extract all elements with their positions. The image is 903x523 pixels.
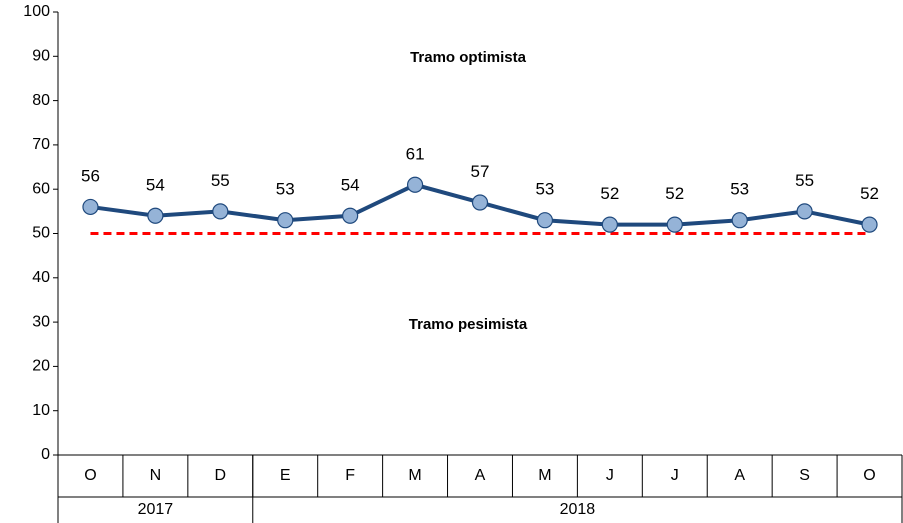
marker [731, 212, 748, 229]
y-tick-label: 60 [32, 180, 50, 197]
year-label: 2017 [138, 501, 174, 518]
value-label: 52 [665, 184, 684, 203]
x-tick-label: F [345, 467, 355, 484]
y-tick-label: 20 [32, 358, 50, 375]
x-tick-label: O [84, 467, 96, 484]
value-label: 54 [341, 175, 360, 194]
y-tick-label: 40 [32, 269, 50, 286]
marker [471, 194, 489, 211]
x-tick-label: O [863, 467, 875, 484]
marker [536, 212, 554, 229]
annotation: Tramo optimista [410, 49, 527, 66]
marker [406, 176, 424, 193]
x-tick-label: J [606, 467, 614, 484]
year-label: 2018 [560, 501, 596, 518]
annotation: Tramo pesimista [409, 316, 528, 333]
x-tick-label: J [671, 467, 679, 484]
value-label: 57 [471, 162, 490, 181]
y-tick-label: 100 [23, 3, 50, 20]
x-tick-label: N [150, 467, 162, 484]
marker [342, 207, 359, 224]
value-label: 52 [860, 184, 879, 203]
y-tick-label: 70 [32, 136, 50, 153]
value-label: 53 [276, 180, 295, 199]
x-tick-label: D [215, 467, 227, 484]
y-tick-label: 90 [32, 48, 50, 65]
x-tick-label: E [280, 467, 291, 484]
marker [861, 216, 878, 233]
y-tick-label: 80 [32, 92, 50, 109]
marker [212, 203, 229, 220]
y-tick-label: 30 [32, 313, 50, 330]
value-label: 55 [211, 171, 230, 190]
value-label: 61 [406, 144, 425, 163]
x-tick-label: M [408, 467, 421, 484]
marker [796, 203, 813, 220]
value-label: 54 [146, 175, 165, 194]
marker [601, 216, 618, 233]
x-tick-label: A [475, 467, 486, 484]
y-tick-label: 0 [41, 446, 50, 463]
value-label: 55 [795, 171, 814, 190]
value-label: 56 [81, 166, 100, 185]
value-label: 53 [730, 180, 749, 199]
x-tick-label: M [538, 467, 551, 484]
marker [147, 207, 164, 224]
marker [666, 216, 683, 233]
value-label: 53 [535, 180, 554, 199]
marker [82, 198, 99, 216]
y-tick-label: 50 [32, 225, 50, 242]
x-tick-label: A [734, 467, 745, 484]
marker [277, 212, 294, 229]
x-tick-label: S [799, 467, 810, 484]
y-tick-label: 10 [32, 402, 50, 419]
value-label: 52 [600, 184, 619, 203]
